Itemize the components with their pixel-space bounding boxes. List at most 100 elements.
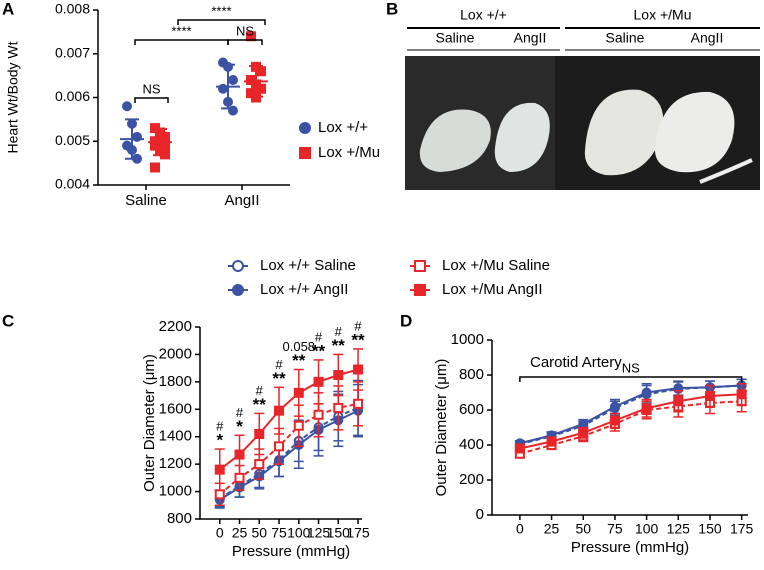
marker [609,415,620,426]
significance-bracket [227,39,263,45]
legend-label: Lox +/Mu AngII [442,281,542,298]
significance-label: * [216,431,223,450]
marker [353,364,364,375]
x-tick-label: 125 [667,521,691,537]
x-tick-label: 0 [516,521,524,537]
x-tick-label: 25 [544,521,560,537]
y-axis-label: Outer Diameter (μm) [141,354,158,492]
significance-label: ** [351,330,365,349]
series-line [519,384,742,445]
y-tick-label: 2200 [159,318,192,335]
y-tick-label: 0.004 [55,176,90,192]
heart-sample [494,102,550,172]
marker [122,101,132,112]
x-tick-label: Saline [125,192,167,209]
significance-label: ** [332,336,346,355]
y-tick-label: 0.006 [55,88,90,104]
marker [254,459,265,470]
significance-label: # [216,418,224,433]
marker [313,376,324,387]
significance-bracket [134,39,229,45]
marker [299,147,311,159]
y-tick-label: 600 [459,401,484,418]
marker [256,83,266,94]
marker [234,449,245,460]
y-tick-label: 400 [459,436,484,453]
condition-label: AngII [514,30,547,46]
y-tick-label: 1000 [159,483,192,500]
significance-bracket [519,376,743,382]
photo-detail [699,158,753,184]
marker [214,489,225,500]
marker [234,472,245,483]
significance-bracket [177,19,266,25]
significance-label: ** [253,395,267,414]
y-tick-label: 0 [476,506,484,523]
x-tick-label: 0 [216,525,224,541]
significance-label: NS [236,23,254,38]
marker [333,402,344,413]
significance-label: * [236,417,243,436]
photo [405,56,760,190]
group-label: Lox +/Mu [634,7,692,23]
heart-sample [419,109,491,172]
marker [256,66,266,77]
group-label: Lox +/+ [460,7,507,23]
x-tick-label: 150 [327,525,351,541]
marker [313,409,324,420]
x-tick-label: AngII [224,192,259,209]
marker [414,260,426,272]
marker [609,401,620,412]
significance-label: # [256,383,264,398]
y-tick-label: 1800 [159,373,192,390]
significance-label: # [315,329,323,344]
marker [414,284,426,296]
legend-label: Lox +/+ AngII [260,281,348,298]
marker [578,427,589,438]
significance-label: ** [312,341,326,360]
marker [546,436,557,447]
marker [293,420,304,431]
marker [514,443,525,454]
marker [150,162,160,173]
significance-label: # [275,357,283,372]
y-tick-label: 1600 [159,400,192,417]
marker [353,398,364,409]
y-tick-label: 0.005 [55,132,90,148]
panel-letter: D [400,311,412,330]
x-tick-label: 150 [698,521,722,537]
marker [641,403,652,414]
panel-letter: B [386,0,398,18]
marker [704,391,715,401]
y-axis-label: Heart Wt/Body Wt [5,41,21,153]
significance-label: # [236,405,244,420]
panel-letter: A [2,0,14,18]
heart-sample [584,89,664,176]
marker [299,122,311,134]
y-tick-label: 1400 [159,428,192,445]
significance-label: 0.058 [283,339,316,354]
series-line [519,400,742,455]
x-tick-label: 75 [607,521,623,537]
significance-label: ** [272,369,286,388]
condition-label: AngII [691,30,724,46]
marker [274,441,285,452]
significance-label: ** [292,351,306,370]
significance-label: NS [142,81,160,96]
marker [293,387,304,398]
y-tick-label: 0.008 [55,1,90,17]
y-tick-label: 1000 [451,331,484,348]
marker [673,396,684,407]
x-axis-label: Pressure (mmHg) [571,539,689,556]
legend-label: Lox +/Mu Saline [442,257,550,274]
marker [736,389,747,400]
chart-annotation: Carotid Artery [530,354,622,371]
significance-label: **** [211,3,231,18]
marker [214,464,225,475]
marker [228,75,238,85]
condition-label: Saline [436,30,475,46]
marker [232,284,244,296]
y-tick-label: 800 [167,510,192,527]
marker [254,428,265,439]
